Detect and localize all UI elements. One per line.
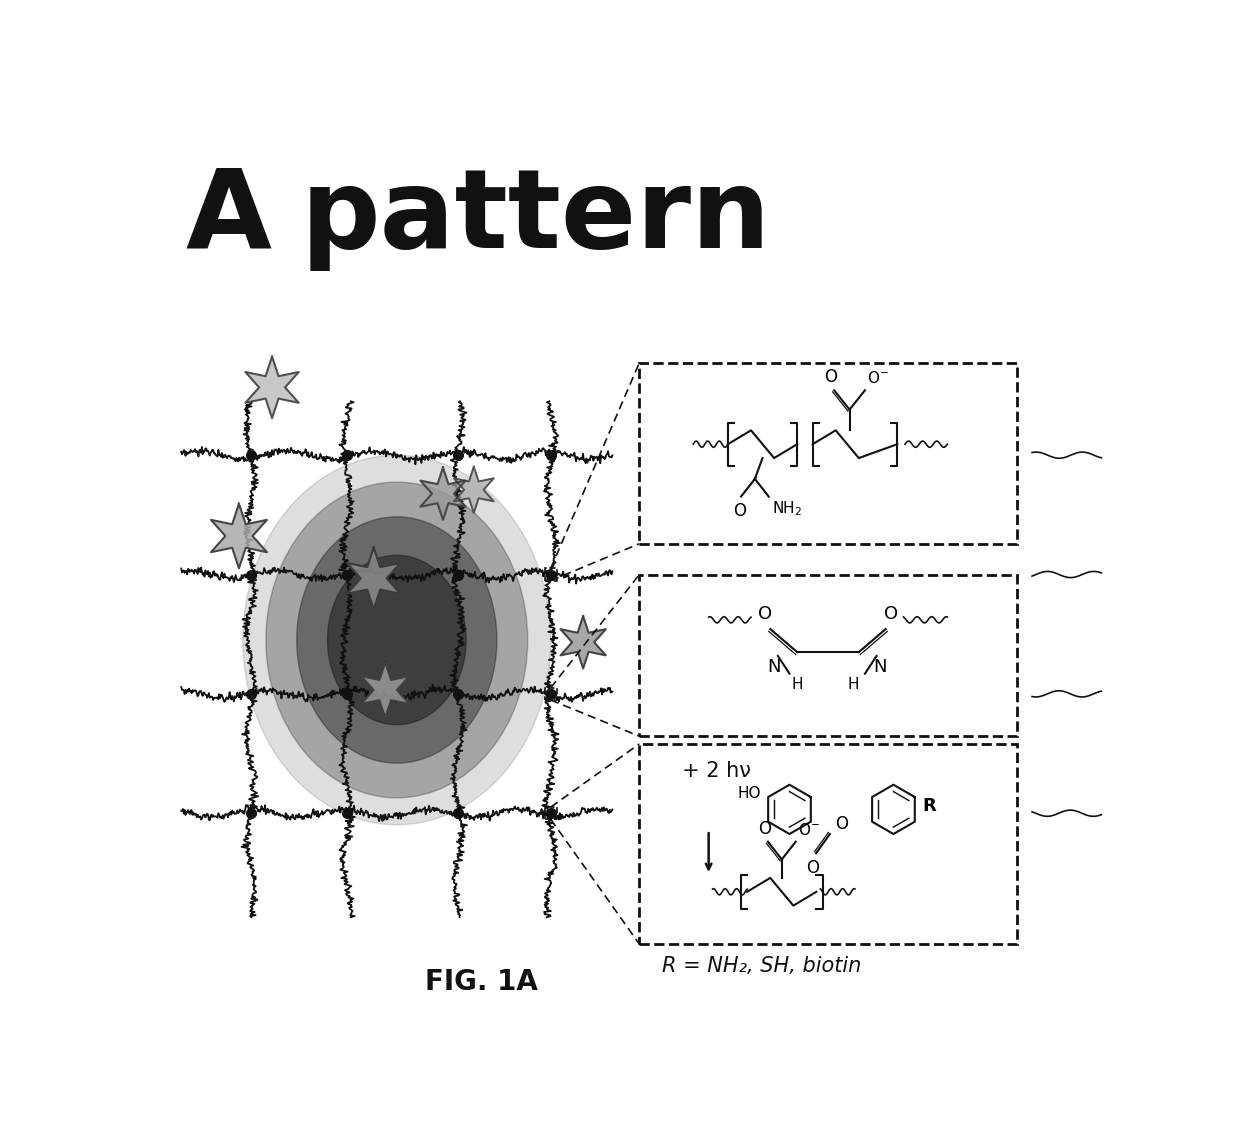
Text: O: O: [884, 605, 898, 623]
Text: O: O: [759, 820, 771, 838]
Text: NH$_2$: NH$_2$: [771, 499, 802, 518]
Ellipse shape: [327, 555, 466, 725]
Text: R = NH₂, SH, biotin: R = NH₂, SH, biotin: [662, 956, 862, 976]
Text: O: O: [733, 502, 746, 520]
Text: N: N: [874, 658, 887, 677]
Text: O: O: [806, 858, 820, 877]
Text: H: H: [847, 677, 859, 692]
Bar: [640, 362, 1017, 544]
Text: O: O: [835, 815, 848, 833]
Bar: [544, 568, 557, 581]
Polygon shape: [560, 616, 606, 669]
Ellipse shape: [243, 455, 551, 825]
Text: O$^{-}$: O$^{-}$: [799, 822, 820, 838]
Bar: [640, 744, 1017, 944]
Text: O: O: [825, 368, 837, 386]
Bar: [544, 807, 557, 820]
Polygon shape: [454, 466, 494, 513]
Text: O$^{-}$: O$^{-}$: [867, 370, 889, 386]
Text: HO: HO: [738, 785, 761, 801]
Polygon shape: [211, 504, 267, 568]
Text: pattern: pattern: [300, 165, 771, 271]
Bar: [640, 575, 1017, 736]
Ellipse shape: [296, 517, 497, 764]
Text: H: H: [791, 677, 802, 692]
Bar: [544, 688, 557, 700]
Text: + 2 hν: + 2 hν: [682, 761, 750, 781]
Polygon shape: [347, 547, 401, 609]
Polygon shape: [420, 467, 466, 520]
Polygon shape: [246, 357, 299, 418]
Polygon shape: [361, 662, 409, 718]
Text: N: N: [768, 658, 781, 677]
Text: O: O: [758, 605, 773, 623]
Text: FIG. 1A: FIG. 1A: [425, 968, 538, 996]
Text: A: A: [185, 165, 272, 271]
Ellipse shape: [265, 482, 528, 798]
Text: R: R: [921, 797, 936, 815]
